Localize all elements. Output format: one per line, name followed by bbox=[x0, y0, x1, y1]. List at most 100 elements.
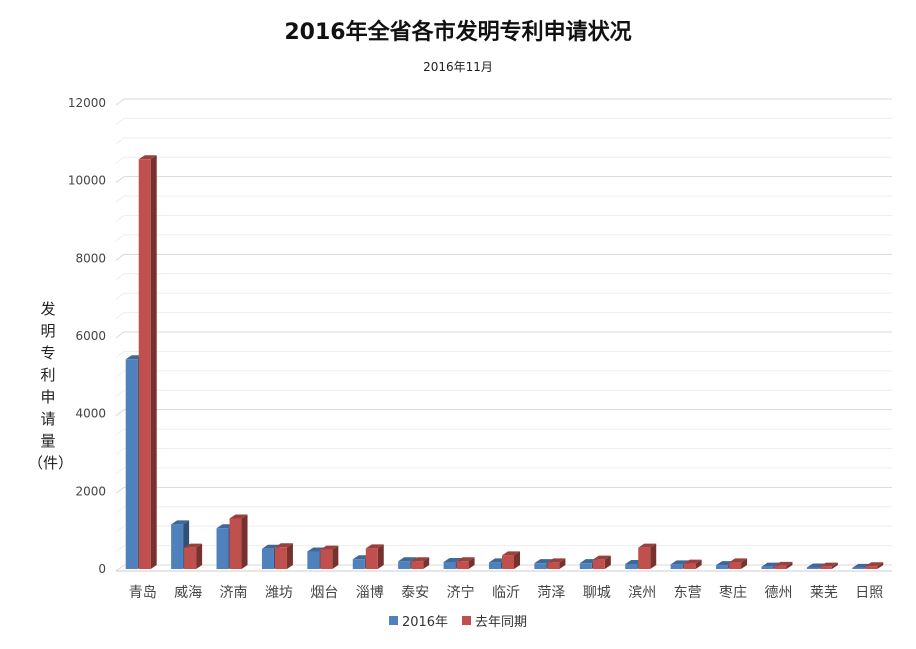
gridline-side bbox=[115, 448, 125, 455]
bar-front bbox=[229, 518, 242, 569]
bar-front bbox=[138, 159, 151, 569]
bar-side bbox=[786, 561, 793, 569]
x-tick-label: 莱芜 bbox=[810, 584, 838, 601]
gridline-side bbox=[115, 292, 125, 300]
gridline-side bbox=[115, 564, 125, 572]
bar-top bbox=[547, 558, 566, 563]
bar-last-year bbox=[683, 559, 702, 569]
bar-front bbox=[774, 565, 787, 569]
bar-side bbox=[741, 558, 748, 569]
y-tick-label: 10000 bbox=[68, 174, 106, 188]
x-tick-label: 滨州 bbox=[628, 585, 656, 601]
bar-last-year bbox=[274, 543, 293, 569]
x-tick-label: 日照 bbox=[855, 585, 883, 601]
bar-front bbox=[819, 566, 832, 569]
gridline-side bbox=[115, 389, 125, 397]
bar-front bbox=[547, 562, 560, 569]
bar-front bbox=[352, 559, 365, 569]
bar-top bbox=[171, 520, 190, 525]
bar-last-year bbox=[774, 561, 793, 569]
bar-top bbox=[365, 544, 384, 549]
x-tick-label: 济宁 bbox=[447, 584, 475, 601]
bar-top bbox=[819, 562, 838, 567]
legend-swatch-last-year bbox=[462, 616, 472, 625]
bar-front bbox=[625, 563, 638, 569]
bar-side bbox=[650, 543, 657, 569]
bar-last-year bbox=[865, 562, 884, 569]
bar-last-year bbox=[592, 555, 611, 569]
bar-top bbox=[729, 558, 748, 563]
bar-last-year bbox=[502, 551, 520, 569]
x-tick-label: 枣庄 bbox=[719, 584, 747, 601]
bar-top bbox=[320, 545, 339, 550]
y-tick-label: 6000 bbox=[75, 329, 106, 343]
bar-front bbox=[865, 566, 878, 569]
bar-front bbox=[670, 564, 683, 569]
bar-side bbox=[332, 545, 339, 569]
legend-item-2016: 2016年 bbox=[388, 611, 449, 630]
bar-front bbox=[216, 528, 229, 569]
bar-front bbox=[502, 555, 514, 569]
bar-side bbox=[196, 543, 203, 569]
x-tick-label: 临沂 bbox=[492, 585, 520, 601]
bar-top bbox=[774, 561, 793, 566]
bar-last-year bbox=[411, 557, 430, 569]
bar-top bbox=[456, 557, 475, 562]
x-tick-label: 菏泽 bbox=[537, 585, 565, 601]
y-tick-label: 12000 bbox=[68, 96, 106, 110]
x-tick-label: 青岛 bbox=[129, 585, 157, 601]
bar-side bbox=[423, 557, 430, 569]
bar-top bbox=[398, 557, 417, 562]
bar-top bbox=[138, 155, 157, 160]
gridline-side bbox=[115, 351, 125, 358]
bar-side bbox=[468, 557, 475, 569]
legend-label-last-year: 去年同期 bbox=[475, 615, 528, 630]
gridline-side bbox=[115, 234, 125, 242]
bar-top bbox=[638, 543, 657, 548]
gridline-side bbox=[115, 118, 125, 125]
bar-side bbox=[286, 543, 293, 569]
bar-front bbox=[683, 563, 696, 569]
bar-side bbox=[377, 544, 384, 569]
chart-title: 2016年全省各市发明专利申请状况 bbox=[284, 20, 632, 45]
bar-front bbox=[806, 567, 819, 569]
x-tick-label: 威海 bbox=[174, 585, 202, 601]
y-tick-label: 2000 bbox=[75, 484, 106, 498]
bar-front bbox=[592, 559, 605, 569]
legend-item-last-year: 去年同期 bbox=[462, 611, 527, 630]
gridline-side bbox=[115, 486, 125, 494]
bar-side bbox=[604, 555, 611, 569]
gridline-side bbox=[115, 176, 125, 184]
bar-last-year bbox=[184, 543, 203, 569]
x-tick-label: 东营 bbox=[674, 585, 702, 601]
bar-top bbox=[502, 551, 520, 556]
x-tick-label: 烟台 bbox=[310, 585, 338, 601]
y-tick-label: 8000 bbox=[75, 251, 106, 265]
bar-last-year bbox=[456, 557, 475, 569]
bar-front bbox=[729, 562, 742, 569]
bar-front bbox=[761, 566, 774, 569]
bar-front bbox=[716, 565, 729, 569]
bar-last-year bbox=[729, 558, 748, 569]
bar-front bbox=[307, 551, 320, 569]
bar-top bbox=[184, 543, 203, 548]
x-tick-label: 济南 bbox=[220, 585, 248, 601]
x-tick-label: 淄博 bbox=[356, 584, 384, 601]
y-tick-label: 0 bbox=[98, 562, 106, 576]
legend-label-2016: 2016年 bbox=[401, 615, 449, 630]
bar-top bbox=[274, 543, 293, 548]
gridline-side bbox=[115, 156, 125, 164]
x-tick-label: 聊城 bbox=[583, 585, 611, 601]
gridline-side bbox=[115, 312, 125, 319]
bar-top bbox=[592, 555, 611, 560]
bar-side bbox=[695, 559, 702, 569]
x-tick-label: 德州 bbox=[764, 585, 792, 601]
x-tick-label: 泰安 bbox=[401, 585, 429, 601]
bar-front bbox=[274, 547, 287, 569]
gridline-side bbox=[115, 428, 125, 436]
bar-front bbox=[638, 547, 651, 569]
gridline-side bbox=[115, 98, 125, 106]
bar-last-year bbox=[547, 558, 566, 569]
bar-last-year bbox=[819, 562, 838, 569]
